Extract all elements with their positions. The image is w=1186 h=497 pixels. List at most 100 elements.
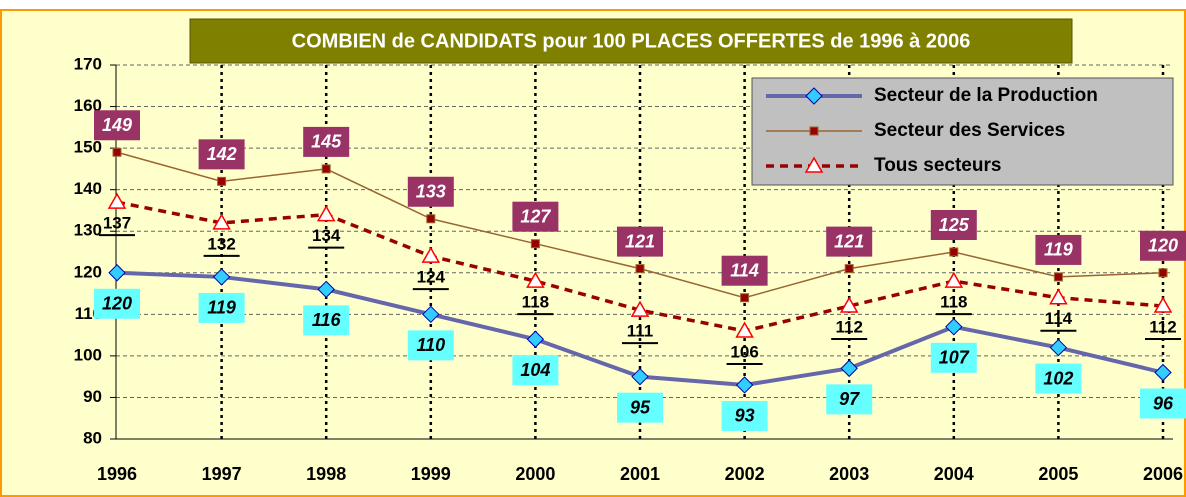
x-tick-label: 2004 [934,464,974,484]
label-box [512,355,559,386]
label-box [1035,234,1082,265]
data-label: 120 [102,294,132,314]
x-tick-label: 2005 [1038,464,1078,484]
y-tick-label: 90 [83,387,102,406]
title-box [189,18,1073,64]
marker [107,192,127,209]
marker [321,164,331,174]
y-tick-label: 140 [74,179,102,198]
label-box [94,110,140,141]
data-label: 133 [416,182,446,202]
x-tick-label: 2002 [725,464,765,484]
y-tick-label: 150 [74,138,102,157]
data-label: 121 [834,231,864,251]
y-tick-label: 130 [74,221,102,240]
label-box [617,392,663,423]
marker [1153,296,1173,313]
x-tick-label: 1999 [411,464,451,484]
marker [421,246,441,263]
data-label: 104 [520,360,550,380]
data-label: 120 [1148,236,1178,256]
marker [426,214,436,224]
marker [526,330,545,348]
marker [809,126,819,136]
x-tick-label: 2000 [515,464,555,484]
data-label: 95 [630,397,651,417]
data-label: 114 [730,260,759,280]
legend-label: Secteur des Services [874,120,1065,141]
label-box [826,226,873,257]
label-box [1035,363,1082,394]
marker [735,376,754,394]
label-box [1140,230,1186,261]
marker [839,296,859,313]
marker [844,264,854,274]
marker [317,280,335,299]
series-line [116,200,1164,333]
data-label: 142 [207,144,237,164]
label-box [303,126,350,157]
label-box [721,255,768,286]
marker [945,318,963,336]
data-label: 97 [839,389,860,409]
chart-title: COMBIEN de CANDIDATS pour 100 PLACES OFF… [292,30,971,52]
marker [526,271,545,288]
x-tick-label: 1998 [306,464,346,484]
data-label: 111 [627,322,654,341]
marker [1158,268,1168,278]
marker [217,176,227,186]
data-label: 127 [520,206,551,226]
marker [530,239,540,249]
data-label: 118 [940,293,967,312]
label-box [930,210,977,240]
data-label: 134 [312,226,341,245]
data-label: 124 [417,268,446,287]
label-box [1140,388,1186,419]
label-box [407,176,454,207]
marker [840,359,858,378]
label-box [617,226,663,257]
label-box [303,305,350,336]
label-box [721,400,768,431]
label-box [407,330,454,361]
marker [630,300,650,317]
marker [212,213,231,230]
data-label: 112 [835,318,862,337]
y-tick-label: 100 [74,345,102,364]
data-label: 116 [312,310,342,330]
y-tick-label: 170 [74,54,102,73]
data-label: 107 [939,348,970,368]
marker [1049,288,1068,305]
label-box [930,342,977,373]
label-box [198,139,245,170]
data-label: 106 [730,342,758,361]
marker [316,205,336,222]
marker [740,293,750,303]
label-box [94,288,140,319]
data-label: 119 [207,298,236,318]
x-tick-label: 2001 [620,464,660,484]
x-tick-label: 1997 [202,464,242,484]
x-tick-label: 2006 [1143,464,1183,484]
marker [422,305,440,324]
data-label: 145 [311,132,342,152]
marker [804,156,824,173]
label-box [512,201,559,232]
data-label: 118 [522,293,549,312]
y-tick-label: 120 [74,262,102,281]
marker [1049,338,1068,357]
data-label: 112 [1149,318,1176,337]
data-label: 149 [102,115,132,135]
label-box [198,292,245,323]
marker [1154,363,1172,382]
data-label: 121 [625,231,655,251]
marker [1053,272,1063,282]
marker [631,367,649,386]
legend-label: Secteur de la Production [874,85,1098,106]
data-label: 110 [416,335,445,355]
data-label: 102 [1043,368,1073,388]
marker [112,147,122,157]
y-tick-label: 80 [83,428,102,447]
x-tick-label: 2003 [829,464,869,484]
